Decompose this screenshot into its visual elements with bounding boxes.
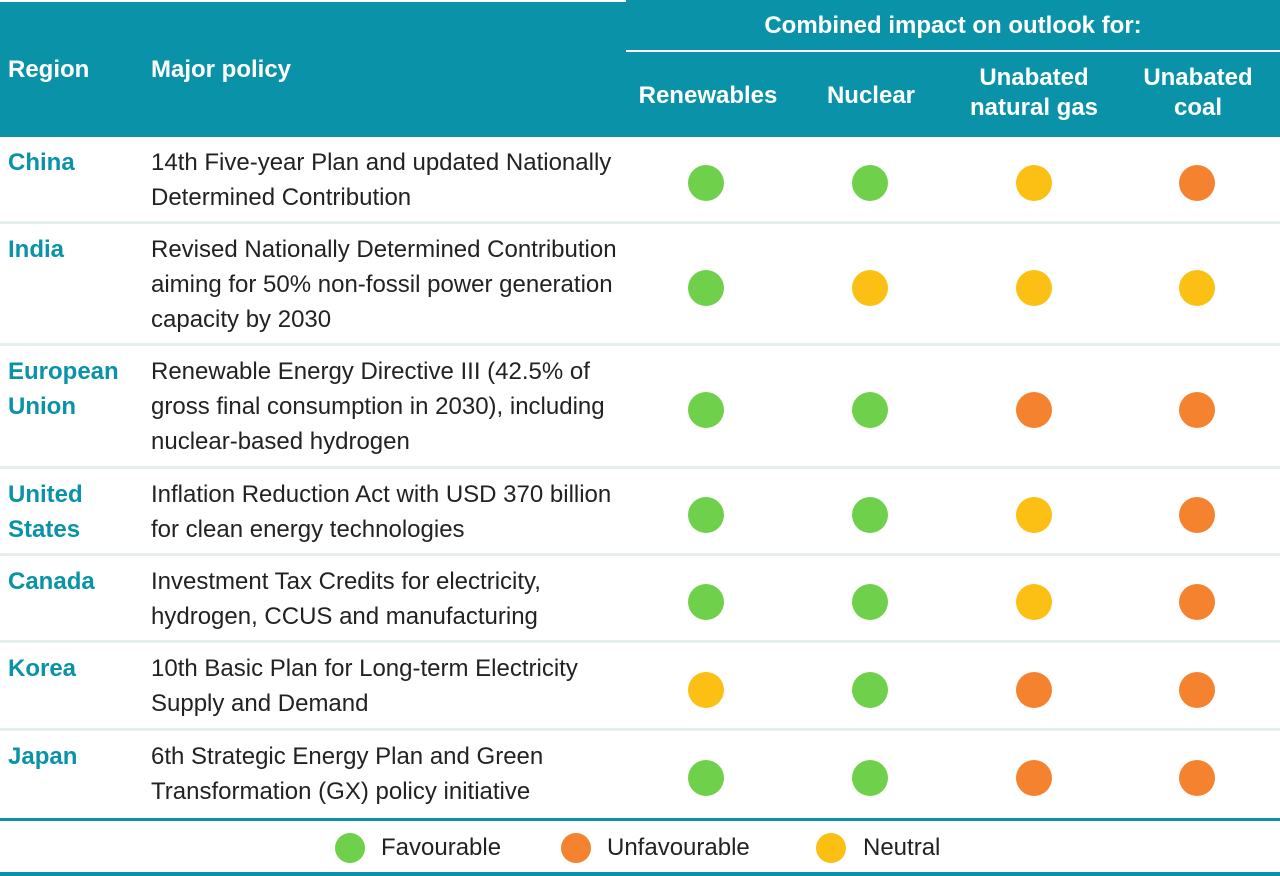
- policy-text: Revised Nationally Determined Contributi…: [151, 236, 617, 333]
- table-row: India Revised Nationally Determined Contr…: [0, 224, 1280, 343]
- row-separator: [0, 466, 1280, 469]
- impact-dot-natural-gas-neutral: [1016, 497, 1052, 533]
- region-name: Korea: [8, 655, 77, 682]
- impact-dot-nuclear-favourable: [852, 392, 888, 428]
- legend-neutral-dot: [816, 833, 846, 863]
- impact-dot-coal-unfavourable: [1179, 671, 1215, 708]
- impact-dot-renewables-favourable: [688, 497, 724, 533]
- impact-dot-nuclear-neutral: [852, 269, 888, 306]
- policy-text: Inflation Reduction Act with USD 370 bil…: [151, 481, 612, 543]
- policy-text: 10th Basic Plan for Long-term Electricit…: [151, 655, 578, 717]
- region-name: Japan: [8, 743, 78, 770]
- impact-dot-renewables-favourable: [688, 584, 724, 620]
- row-separator: [0, 640, 1280, 643]
- impact-dot-natural-gas-neutral: [1016, 269, 1052, 306]
- impact-dot-renewables-neutral: [688, 671, 724, 708]
- table-header: [0, 0, 1280, 137]
- legend-neutral-label: Neutral: [863, 834, 941, 861]
- header-renewables: Renewables: [638, 82, 778, 109]
- header-top-gap: [0, 0, 626, 2]
- table-row: Japan 6th Strategic Energy Plan and Green…: [0, 731, 1280, 816]
- header-divider: [626, 50, 1280, 52]
- impact-dot-natural-gas-unfavourable: [1016, 759, 1052, 796]
- table-row: China 14th Five-year Plan and updated Nat…: [0, 137, 1280, 221]
- impact-dot-coal-unfavourable: [1179, 759, 1215, 796]
- legend-favourable-dot: [335, 833, 365, 863]
- impact-dot-renewables-favourable: [688, 269, 724, 306]
- impact-dot-renewables-favourable: [688, 759, 724, 796]
- table-row: Canada Investment Tax Credits for electri…: [0, 556, 1280, 640]
- region-name: China: [8, 149, 75, 176]
- row-separator: [0, 343, 1280, 346]
- impact-dot-coal-unfavourable: [1179, 584, 1215, 620]
- region-name: India: [8, 236, 65, 263]
- legend-favourable-label: Favourable: [381, 834, 502, 861]
- impact-dot-nuclear-favourable: [852, 759, 888, 796]
- header-combined-impact: Combined impact on outlook for:: [764, 12, 1142, 39]
- header-nuclear: Nuclear: [826, 82, 916, 109]
- header-unabated-natural-gas: Unabated natural gas: [969, 64, 1099, 121]
- impact-dot-nuclear-favourable: [852, 497, 888, 533]
- policy-text: Renewable Energy Directive III (42.5% of…: [151, 358, 605, 455]
- region-name: United States: [8, 481, 83, 543]
- policy-text: 14th Five-year Plan and updated National…: [151, 149, 612, 211]
- legend-bottom-border: [0, 872, 1280, 876]
- impact-dot-natural-gas-neutral: [1016, 165, 1052, 201]
- impact-dot-natural-gas-unfavourable: [1016, 671, 1052, 708]
- table-bottom-border: [0, 818, 1280, 821]
- impact-dot-renewables-favourable: [688, 392, 724, 428]
- impact-dot-coal-unfavourable: [1179, 497, 1215, 533]
- row-separator: [0, 728, 1280, 731]
- legend-unfavourable-dot: [561, 833, 591, 863]
- legend-unfavourable-label: Unfavourable: [607, 834, 750, 861]
- row-separator: [0, 553, 1280, 556]
- impact-dot-coal-neutral: [1179, 269, 1215, 306]
- impact-dot-natural-gas-neutral: [1016, 584, 1052, 620]
- impact-dot-renewables-favourable: [688, 165, 724, 201]
- policy-text: 6th Strategic Energy Plan and Green Tran…: [151, 743, 544, 805]
- policy-text: Investment Tax Credits for electricity, …: [151, 568, 541, 630]
- table-row: United States Inflation Reduction Act wit…: [0, 469, 1280, 553]
- impact-dot-nuclear-favourable: [852, 671, 888, 708]
- header-major-policy: Major policy: [151, 56, 292, 83]
- region-name: European Union: [8, 358, 119, 420]
- impact-dot-coal-unfavourable: [1179, 392, 1215, 428]
- header-region: Region: [8, 56, 90, 83]
- header-unabated-coal: Unabated coal: [1143, 64, 1253, 121]
- impact-dot-coal-unfavourable: [1179, 165, 1215, 201]
- impact-dot-nuclear-favourable: [852, 584, 888, 620]
- row-separator: [0, 221, 1280, 224]
- impact-dot-natural-gas-unfavourable: [1016, 392, 1052, 428]
- impact-dot-nuclear-favourable: [852, 165, 888, 201]
- table-row: Korea 10th Basic Plan for Long-term Elect…: [0, 643, 1280, 728]
- region-name: Canada: [8, 568, 95, 595]
- table-row: European Union Renewable Energy Directive…: [0, 346, 1280, 466]
